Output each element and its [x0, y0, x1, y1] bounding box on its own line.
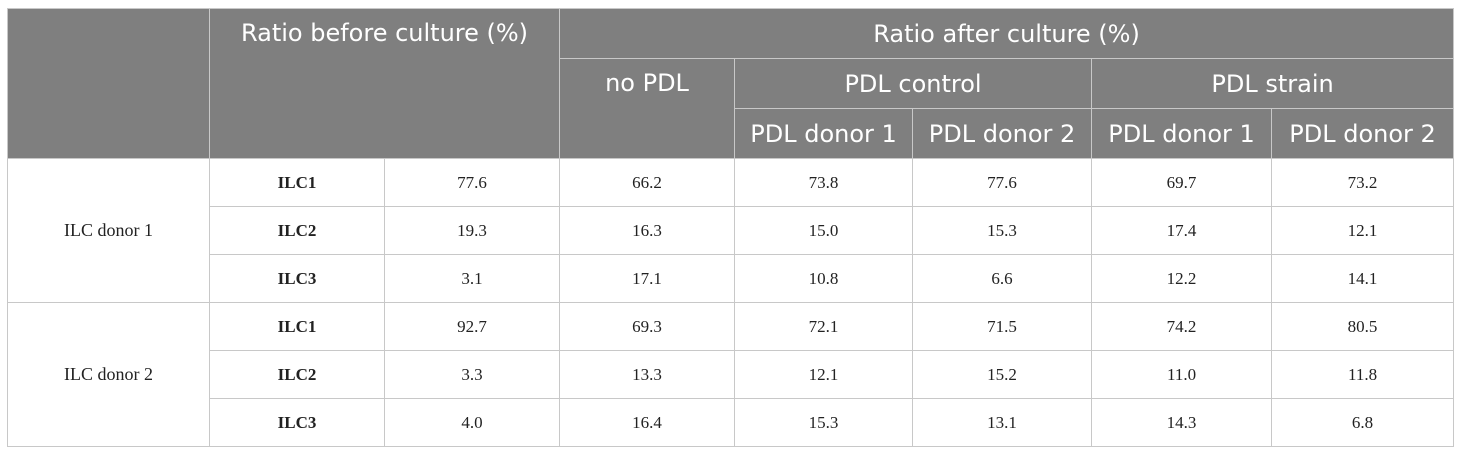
- table-row: ILC2 3.3 13.3 12.1 15.2 11.0 11.8: [8, 350, 1455, 399]
- after-culture-value: 73.2: [1271, 158, 1455, 207]
- before-culture-value: 3.1: [383, 254, 561, 303]
- after-culture-value: 69.3: [559, 302, 736, 351]
- after-culture-value: 12.1: [1271, 206, 1455, 255]
- after-culture-value: 11.8: [1271, 350, 1455, 399]
- header-strain-pdl-donor-1: PDL donor 1: [1091, 108, 1273, 159]
- before-culture-value: 77.6: [383, 158, 561, 207]
- after-culture-value: 73.8: [734, 158, 914, 207]
- after-culture-value: 11.0: [1091, 350, 1273, 399]
- header-before-culture: Ratio before culture (%): [208, 8, 561, 159]
- after-culture-value: 77.6: [912, 158, 1093, 207]
- header-control-pdl-donor-2: PDL donor 2: [912, 108, 1093, 159]
- header-before-culture-label: Ratio before culture (%): [240, 19, 529, 47]
- ilc-type-cell: ILC3: [209, 398, 385, 447]
- ilc-type-cell: ILC1: [209, 158, 385, 207]
- after-culture-value: 69.7: [1091, 158, 1273, 207]
- after-culture-value: 15.3: [912, 206, 1093, 255]
- header-strain-pdl-donor-2: PDL donor 2: [1271, 108, 1455, 159]
- after-culture-value: 17.1: [559, 254, 736, 303]
- before-culture-value: 3.3: [383, 350, 561, 399]
- after-culture-value: 15.3: [734, 398, 914, 447]
- after-culture-value: 15.0: [734, 206, 914, 255]
- after-culture-value: 13.1: [912, 398, 1093, 447]
- header-no-pdl: no PDL: [559, 58, 736, 159]
- header-after-culture: Ratio after culture (%): [559, 8, 1455, 59]
- header-control-pdl-donor-1: PDL donor 1: [734, 108, 914, 159]
- after-culture-value: 14.1: [1271, 254, 1455, 303]
- before-culture-value: 92.7: [383, 302, 561, 351]
- table-row: ILC3 3.1 17.1 10.8 6.6 12.2 14.1: [8, 254, 1455, 303]
- after-culture-value: 17.4: [1091, 206, 1273, 255]
- after-culture-value: 6.6: [912, 254, 1093, 303]
- after-culture-value: 15.2: [912, 350, 1093, 399]
- after-culture-value: 80.5: [1271, 302, 1455, 351]
- after-culture-value: 14.3: [1091, 398, 1273, 447]
- ilc-donor-cell: ILC donor 1: [7, 158, 210, 303]
- after-culture-value: 6.8: [1271, 398, 1455, 447]
- after-culture-value: 72.1: [734, 302, 914, 351]
- before-culture-value: 4.0: [383, 398, 561, 447]
- ilc-donor-cell: ILC donor 2: [7, 302, 210, 447]
- header-pdl-strain: PDL strain: [1091, 58, 1455, 109]
- table-row: ILC3 4.0 16.4 15.3 13.1 14.3 6.8: [8, 398, 1455, 447]
- ilc-type-cell: ILC1: [209, 302, 385, 351]
- ilc-type-cell: ILC2: [209, 206, 385, 255]
- after-culture-value: 71.5: [912, 302, 1093, 351]
- header-no-pdl-label: no PDL: [605, 69, 689, 97]
- after-culture-value: 13.3: [559, 350, 736, 399]
- ilc-ratio-table: Ratio before culture (%) Ratio after cul…: [7, 8, 1455, 447]
- after-culture-value: 74.2: [1091, 302, 1273, 351]
- after-culture-value: 10.8: [734, 254, 914, 303]
- table-body: ILC donor 1 ILC1 77.6 66.2 73.8 77.6 69.7 73.2 I…: [7, 158, 1455, 447]
- table-row: ILC donor 1 ILC1 77.6 66.2 73.8 77.6 69.7 73.2: [7, 158, 1455, 303]
- ilc-type-cell: ILC3: [209, 254, 385, 303]
- after-culture-value: 12.1: [734, 350, 914, 399]
- table-row: ILC donor 2 ILC1 92.7 69.3 72.1 71.5 74.2 80.5: [7, 302, 1455, 447]
- before-culture-value: 19.3: [383, 206, 561, 255]
- table-header: Ratio before culture (%) Ratio after cul…: [7, 8, 1455, 159]
- header-corner: [7, 8, 210, 159]
- header-pdl-control: PDL control: [734, 58, 1093, 109]
- after-culture-value: 66.2: [559, 158, 736, 207]
- after-culture-value: 16.3: [559, 206, 736, 255]
- ilc-type-cell: ILC2: [209, 350, 385, 399]
- after-culture-value: 16.4: [559, 398, 736, 447]
- after-culture-value: 12.2: [1091, 254, 1273, 303]
- table-row: ILC2 19.3 16.3 15.0 15.3 17.4 12.1: [8, 206, 1455, 255]
